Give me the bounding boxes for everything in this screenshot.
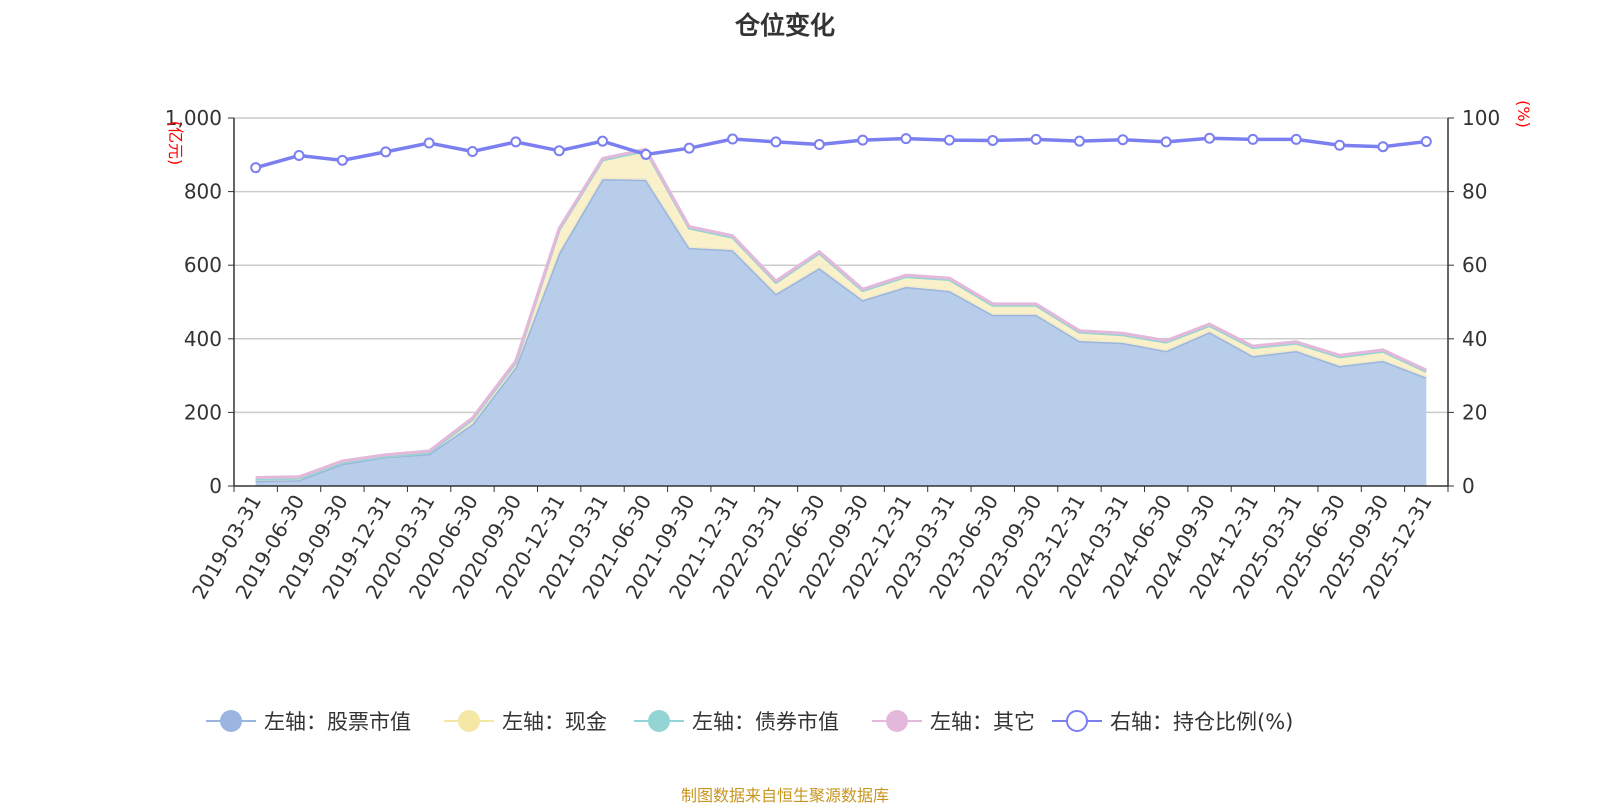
legend-item[interactable]: 左轴：债券市值 xyxy=(634,710,839,734)
ratio-point xyxy=(336,154,348,166)
right-tick-label: 20 xyxy=(1462,400,1487,424)
ratio-point xyxy=(987,134,999,146)
ratio-line xyxy=(255,136,1427,170)
legend-label: 左轴：其它 xyxy=(930,710,1035,734)
area-0 xyxy=(255,179,1427,486)
ratio-point xyxy=(250,162,262,174)
ratio-point xyxy=(727,133,739,145)
right-tick-label: 100 xyxy=(1462,106,1500,130)
legend-marker-icon xyxy=(886,710,908,732)
legend-item[interactable]: 右轴：持仓比例(%) xyxy=(1052,710,1293,734)
ratio-point xyxy=(1204,132,1216,144)
ratio-point xyxy=(900,133,912,145)
ratio-point xyxy=(857,134,869,146)
ratio-point xyxy=(1290,133,1302,145)
ratio-point xyxy=(1160,136,1172,148)
ratio-point xyxy=(380,146,392,158)
data-source-note: 制图数据来自恒生聚源数据库 xyxy=(680,786,889,805)
legend-marker-icon xyxy=(458,710,480,732)
ratio-point xyxy=(1117,134,1129,146)
legend-item[interactable]: 左轴：股票市值 xyxy=(206,710,411,734)
legend-label: 左轴：债券市值 xyxy=(692,710,839,734)
right-tick-label: 80 xyxy=(1462,180,1487,204)
right-tick-label: 60 xyxy=(1462,253,1487,277)
ratio-point xyxy=(1030,133,1042,145)
left-tick-label: 800 xyxy=(184,180,222,204)
ratio-point xyxy=(1247,133,1259,145)
ratio-point xyxy=(510,136,522,148)
ratio-point xyxy=(640,148,652,160)
ratio-point xyxy=(466,145,478,157)
legend-marker-icon xyxy=(1066,710,1088,732)
ratio-point xyxy=(423,137,435,149)
right-tick-label: 40 xyxy=(1462,327,1487,351)
left-tick-label: 200 xyxy=(184,400,222,424)
ratio-point xyxy=(293,150,305,162)
legend-label: 左轴：现金 xyxy=(502,710,607,734)
left-tick-label: 400 xyxy=(184,327,222,351)
ratio-point xyxy=(597,135,609,147)
ratio-point xyxy=(553,145,565,157)
legend-marker-icon xyxy=(648,710,670,732)
series-line-3 xyxy=(255,147,1427,480)
ratio-point xyxy=(1334,139,1346,151)
ratio-point xyxy=(770,136,782,148)
right-tick-label: 0 xyxy=(1462,474,1475,498)
chart-title: 仓位变化 xyxy=(734,11,835,40)
ratio-point xyxy=(1073,135,1085,147)
ratio-point xyxy=(943,134,955,146)
legend-marker-icon xyxy=(220,710,242,732)
legend-label: 右轴：持仓比例(%) xyxy=(1110,710,1293,734)
legend-label: 左轴：股票市值 xyxy=(264,710,411,734)
legend-item[interactable]: 左轴：其它 xyxy=(872,710,1035,734)
ratio-point xyxy=(1377,141,1389,153)
legend-item[interactable]: 左轴：现金 xyxy=(444,710,607,734)
left-tick-label: 600 xyxy=(184,253,222,277)
right-axis-label: (%) xyxy=(1514,100,1533,128)
ratio-point xyxy=(683,142,695,154)
ratio-point xyxy=(1420,136,1432,148)
left-tick-label: 1,000 xyxy=(165,106,222,130)
left-tick-label: 0 xyxy=(209,474,222,498)
ratio-point xyxy=(813,138,825,150)
left-axis-label: (亿元) xyxy=(166,121,185,166)
